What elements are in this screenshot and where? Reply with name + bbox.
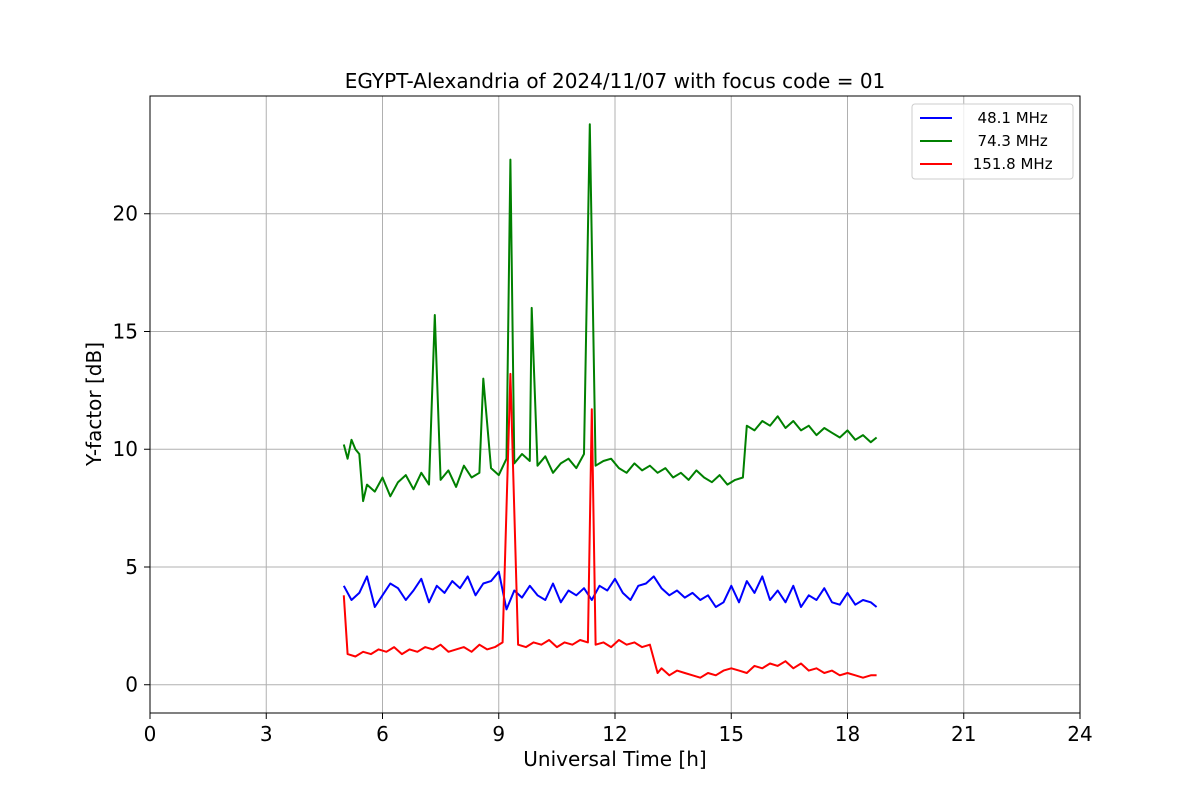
y-tick-label: 5 bbox=[125, 555, 138, 579]
x-tick-label: 12 bbox=[602, 722, 627, 746]
x-tick-label: 24 bbox=[1067, 722, 1092, 746]
x-tick-label: 15 bbox=[719, 722, 744, 746]
x-tick-label: 21 bbox=[951, 722, 976, 746]
series-line-2 bbox=[342, 372, 877, 679]
x-tick-label: 0 bbox=[144, 722, 157, 746]
chart-title: EGYPT-Alexandria of 2024/11/07 with focu… bbox=[345, 69, 886, 93]
legend-label: 48.1 MHz bbox=[968, 109, 1048, 127]
legend-label: 74.3 MHz bbox=[968, 132, 1048, 150]
legend-label: 151.8 MHz bbox=[968, 155, 1053, 173]
y-tick-label: 10 bbox=[113, 437, 138, 461]
legend-box bbox=[911, 103, 1074, 180]
y-tick-label: 15 bbox=[113, 319, 138, 343]
y-axis-label: Y-factor [dB] bbox=[82, 342, 106, 467]
x-axis-ticks: 0 3 6 9 12 15 18 21 24 bbox=[144, 713, 1093, 746]
grid bbox=[149, 96, 1081, 713]
y-axis-ticks: 0 5 10 15 20 bbox=[113, 202, 150, 697]
y-tick-label: 0 bbox=[125, 673, 138, 697]
x-tick-label: 18 bbox=[835, 722, 860, 746]
series-line-0 bbox=[342, 570, 878, 611]
x-axis-label: Universal Time [h] bbox=[523, 747, 706, 771]
x-tick-label: 3 bbox=[260, 722, 273, 746]
series-layer bbox=[342, 123, 878, 679]
x-tick-label: 9 bbox=[492, 722, 505, 746]
x-tick-label: 6 bbox=[376, 722, 389, 746]
legend: 48.1 MHz 74.3 MHz 151.8 MHz bbox=[911, 103, 1074, 180]
series-line-1 bbox=[342, 123, 878, 503]
y-tick-label: 20 bbox=[113, 202, 138, 226]
